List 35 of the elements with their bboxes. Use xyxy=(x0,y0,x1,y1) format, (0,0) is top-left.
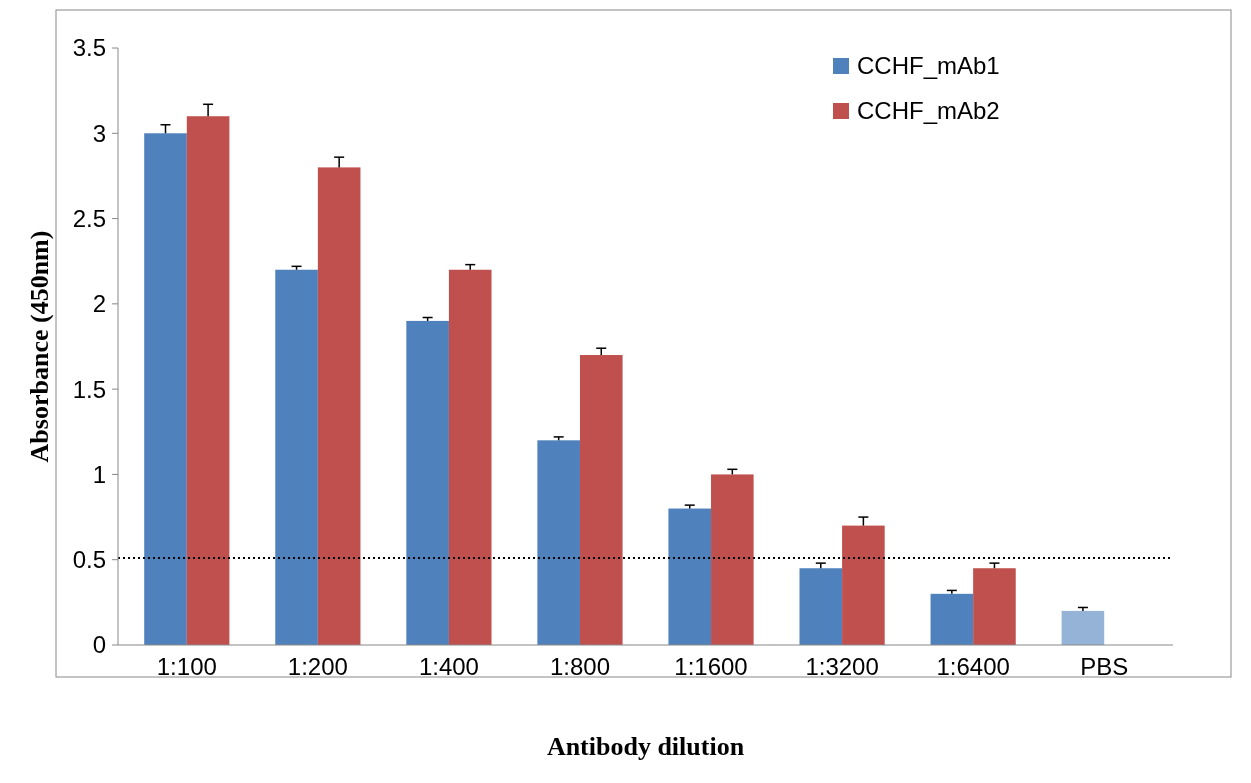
bar xyxy=(799,568,843,645)
y-axis-title: Absorbance (450nm) xyxy=(25,230,54,463)
legend-label: CCHF_mAb1 xyxy=(857,52,1000,80)
x-tick-label: 1:3200 xyxy=(805,653,879,680)
bar xyxy=(668,508,712,645)
bar xyxy=(448,269,492,645)
bar xyxy=(406,320,449,645)
y-tick-label: 3.5 xyxy=(72,34,106,62)
x-tick-label: 1:200 xyxy=(287,653,348,680)
bar xyxy=(930,593,974,645)
x-tick-label: 1:100 xyxy=(156,653,217,680)
y-tick-label: 1.5 xyxy=(72,375,106,403)
bar xyxy=(711,474,754,645)
y-tick-label: 0 xyxy=(92,631,106,659)
x-tick-label: 1:800 xyxy=(549,653,610,680)
y-tick-label: 1 xyxy=(92,460,106,488)
bar xyxy=(1061,610,1105,645)
bar xyxy=(973,568,1016,645)
y-tick-label: 2 xyxy=(92,290,106,318)
x-tick-label: 1:1600 xyxy=(674,653,748,680)
legend-label: CCHF_mAb2 xyxy=(857,97,1000,125)
bar xyxy=(842,525,885,645)
bar xyxy=(317,167,361,645)
x-tick-label: 1:6400 xyxy=(936,653,1010,680)
y-tick-label: 0.5 xyxy=(72,546,106,574)
y-tick-label: 2.5 xyxy=(72,204,106,232)
x-tick-label: PBS xyxy=(1080,653,1129,680)
x-axis-title: Antibody dilution xyxy=(546,732,745,761)
bar xyxy=(537,440,580,645)
bar xyxy=(275,269,318,645)
y-tick-label: 3 xyxy=(92,119,106,147)
x-tick-label: 1:400 xyxy=(418,653,479,680)
bar xyxy=(144,133,187,645)
bar xyxy=(579,355,623,645)
bar xyxy=(186,116,230,645)
